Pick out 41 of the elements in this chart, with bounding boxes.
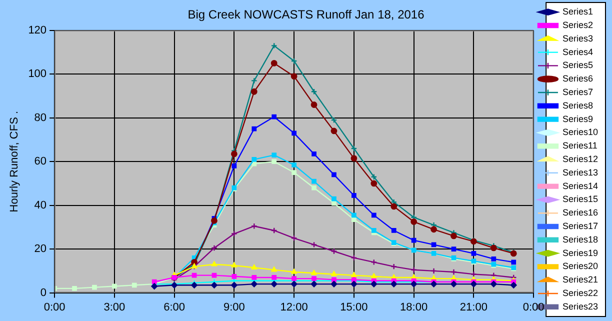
legend-label: Series1 [562, 6, 593, 17]
legend-label: Series21 [562, 274, 598, 285]
x-tick-label: 21:00 [460, 301, 488, 314]
legend-label: Series17 [562, 220, 598, 231]
x-tick-label: 3:00 [104, 301, 126, 314]
chart-title: Big Creek NOWCASTS Runoff Jan 18, 2016 [188, 8, 425, 22]
legend-label: Series13 [562, 167, 598, 178]
y-tick-label: 60 [34, 156, 47, 168]
y-tick-label: 0 [40, 286, 47, 299]
legend-label: Series4 [562, 46, 593, 57]
y-tick-label: 80 [34, 112, 47, 124]
x-tick-label: 15:00 [340, 301, 368, 314]
legend-label: Series18 [562, 234, 598, 244]
legend-label: Series6 [562, 74, 593, 84]
legend-label: Series3 [562, 33, 593, 44]
legend-label: Series22 [562, 288, 598, 298]
legend-label: Series5 [562, 60, 593, 70]
legend-label: Series8 [562, 100, 593, 110]
legend-label: Series10 [562, 127, 598, 138]
y-tick-label: 120 [28, 24, 47, 36]
x-tick-label: 12:00 [280, 301, 308, 314]
y-tick-label: 40 [34, 199, 47, 212]
legend-label: Series15 [562, 194, 598, 204]
x-tick-label: 0:00 [522, 301, 544, 314]
legend-label: Series19 [562, 248, 598, 258]
x-tick-label: 9:00 [223, 301, 245, 314]
legend-label: Series23 [562, 301, 598, 312]
legend-label: Series16 [562, 208, 598, 218]
legend-label: Series11 [562, 140, 598, 151]
legend-label: Series14 [562, 180, 598, 191]
legend-label: Series9 [562, 114, 593, 124]
y-axis-title: Hourly Runoff, CFS . [8, 110, 21, 212]
x-tick-label: 0:00 [44, 301, 66, 314]
y-tick-label: 100 [28, 68, 47, 80]
legend-label: Series20 [562, 261, 598, 272]
y-tick-label: 20 [34, 243, 47, 256]
x-tick-label: 18:00 [400, 301, 428, 314]
legend-label: Series7 [562, 86, 593, 97]
legend-label: Series2 [562, 20, 593, 30]
legend-label: Series12 [562, 154, 598, 164]
x-tick-label: 6:00 [164, 301, 186, 314]
